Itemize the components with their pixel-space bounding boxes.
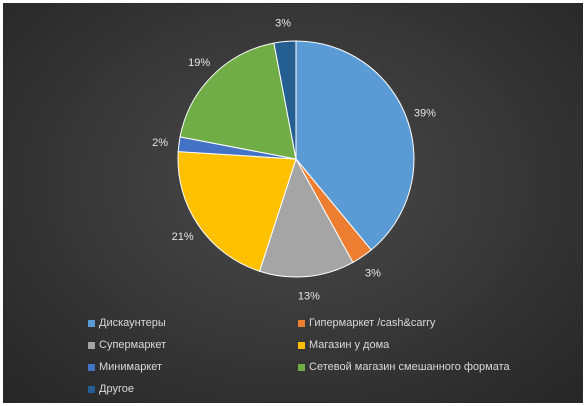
pie-slice-0 (295, 40, 415, 251)
legend-item-0: Дискаунтеры (88, 316, 298, 330)
legend-swatch-4 (88, 363, 95, 371)
legend-item-1: Гипермаркет /cash&carry (298, 316, 548, 330)
legend-label-6: Другое (99, 383, 134, 395)
pie-slice-6 (273, 40, 297, 160)
legend-item-4: Минимаркет (88, 360, 298, 374)
legend-swatch-0 (88, 319, 95, 327)
chart-area: 39% 3% 13% 21% 2% 19% 3% Дискаунтеры Гипермарке… (3, 3, 583, 403)
legend-label-2: Супермаркет (99, 339, 167, 351)
legend: Дискаунтеры Гипермаркет /cash&carry Суперм… (88, 316, 558, 396)
legend-swatch-5 (298, 363, 305, 371)
data-label-0: 39% (414, 108, 436, 120)
legend-item-6: Другое (88, 382, 298, 396)
legend-swatch-2 (88, 341, 95, 349)
data-label-4: 2% (152, 137, 168, 149)
legend-label-1: Гипермаркет /cash&carry (309, 317, 436, 329)
legend-item-3: Магазин у дома (298, 338, 548, 352)
legend-item-5: Сетевой магазин смешанного формата (298, 360, 548, 374)
legend-swatch-3 (298, 341, 305, 349)
legend-label-3: Магазин у дома (309, 339, 390, 351)
pie-slice-2 (258, 157, 354, 278)
pie-slice-5 (179, 42, 297, 160)
pie-chart: 39% 3% 13% 21% 2% 19% 3% (152, 18, 436, 303)
legend-swatch-6 (88, 385, 95, 393)
legend-label-4: Минимаркет (99, 361, 163, 373)
legend-swatch-1 (298, 319, 305, 327)
data-label-5: 19% (188, 57, 210, 69)
data-label-2: 13% (298, 290, 320, 302)
legend-label-0: Дискаунтеры (99, 317, 166, 329)
data-label-3: 21% (172, 231, 194, 243)
legend-item-2: Супермаркет (88, 338, 298, 352)
data-label-6: 3% (275, 18, 291, 30)
data-label-1: 3% (365, 267, 381, 279)
legend-label-5: Сетевой магазин смешанного формата (309, 361, 510, 373)
pie-slice-3 (177, 151, 297, 272)
